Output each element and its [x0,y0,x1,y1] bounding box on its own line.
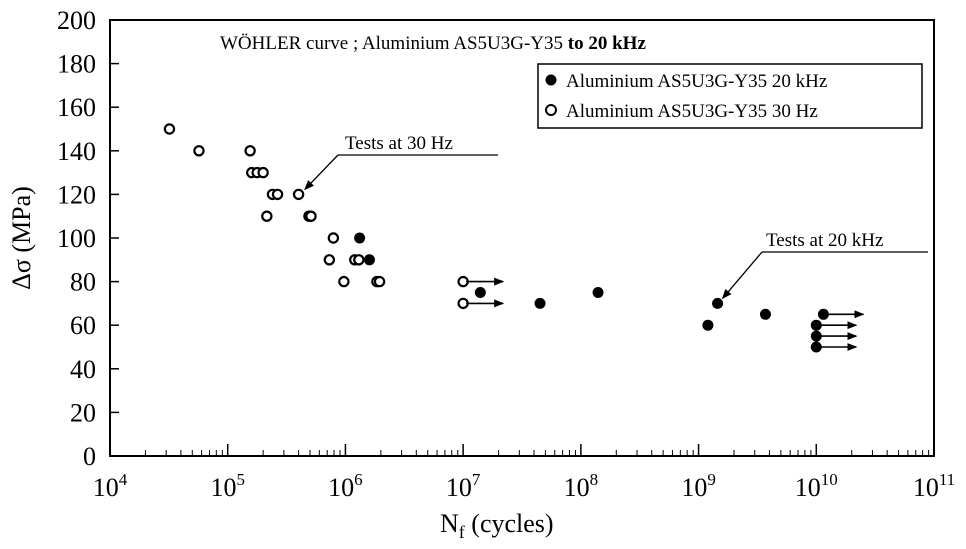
legend-label-30hz: Aluminium AS5U3G-Y35 30 Hz [566,101,818,122]
point-20khz [354,232,366,244]
point-30hz [327,232,340,244]
x-tick-exponent: 10 [821,470,838,489]
point-30hz [244,145,256,157]
x-tick-base: 10 [564,473,590,502]
point-30hz [163,123,176,135]
point-20khz [810,319,822,331]
x-tick-exponent: 6 [354,470,363,489]
point-20khz [759,308,771,320]
y-axis: 0 20 40 60 80 100 120 140 160 180 200 [57,6,119,471]
point-30hz [305,210,317,222]
x-tick-base: 10 [210,473,236,502]
point-20khz [810,341,822,353]
x-tick-base: 10 [681,473,707,502]
x-tick-label: 108 [564,470,599,502]
point-20khz [817,308,829,320]
point-30hz [338,275,350,288]
chart-title-main: WÖHLER curve ; Aluminium AS5U3G-Y35 [220,33,563,54]
y-tick-label: 40 [70,355,96,384]
annotation-30hz-arrow [304,154,339,191]
x-tick-base: 10 [795,473,821,502]
point-30hz [373,275,386,288]
x-tick-base: 10 [446,473,472,502]
y-tick-label: 120 [57,180,96,209]
legend-marker-20khz [545,74,557,86]
y-tick-label: 20 [70,398,96,427]
y-tick-label: 140 [57,137,96,166]
legend: Aluminium AS5U3G-Y35 20 kHz Aluminium AS… [537,63,923,129]
x-axis-title-rest: (cycles) [465,509,554,538]
x-tick-exponent: 9 [707,470,716,489]
point-20khz [363,254,375,266]
y-tick-label: 60 [70,311,96,340]
x-axis-title-sub: f [459,522,465,542]
y-tick-label: 100 [57,224,96,253]
annotation-30hz-label: Tests at 30 Hz [345,133,453,154]
point-30hz [257,166,269,179]
point-20khz [592,287,604,298]
x-axis: 104 105 106 107 108 109 1010 1011 [93,444,955,502]
y-tick-label: 0 [83,442,96,471]
point-20khz [474,287,486,298]
annotation-20khz-arrow [721,251,763,300]
legend-box [537,63,923,129]
x-tick-label: 1010 [795,470,838,502]
legend-marker-30hz [545,104,557,116]
point-30hz [271,188,284,201]
x-tick-base: 10 [913,473,939,502]
data-points [163,123,865,353]
point-30hz [353,254,365,266]
x-tick-label: 106 [328,470,363,502]
x-tick-label: 109 [681,470,716,502]
point-30hz [292,188,305,201]
x-tick-exponent: 4 [119,470,128,489]
x-tick-exponent: 5 [236,470,245,489]
annotation-20khz-label: Tests at 20 kHz [766,230,883,251]
x-tick-exponent: 7 [472,470,481,489]
x-tick-exponent: 8 [590,470,599,489]
x-tick-base: 10 [93,473,119,502]
point-30hz [323,254,336,266]
x-tick-base: 10 [328,473,354,502]
x-axis-title: Nf (cycles) [440,509,554,542]
x-tick-exponent: 11 [939,470,955,489]
annotation-30hz: Tests at 30 Hz [304,133,498,191]
point-20khz [712,297,724,309]
y-axis-title: Δσ (MPa) [7,186,36,290]
point-20khz [702,319,714,331]
point-30hz [261,210,273,222]
x-axis-title-main: N [440,509,459,538]
point-30hz [193,145,205,157]
y-tick-label: 80 [70,268,96,297]
x-tick-label: 1011 [913,470,955,502]
y-tick-label: 200 [57,6,96,35]
chart-title-bold: to 20 kHz [568,33,647,54]
y-tick-label: 160 [57,93,96,122]
annotation-20khz: Tests at 20 kHz [721,230,928,300]
x-tick-label: 105 [210,470,245,502]
point-20khz [534,297,546,309]
legend-label-20khz: Aluminium AS5U3G-Y35 20 kHz [566,71,827,92]
point-20khz [810,330,822,342]
y-tick-label: 180 [57,50,96,79]
chart-title: WÖHLER curve ; Aluminium AS5U3G-Y35 to 2… [220,33,646,54]
x-tick-label: 104 [93,470,128,502]
x-tick-label: 107 [446,470,481,502]
